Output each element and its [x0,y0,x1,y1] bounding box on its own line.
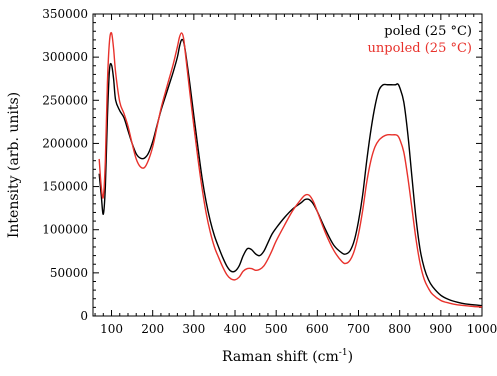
x-axis-label-close: ) [348,349,353,365]
x-tick-label: 300 [182,322,205,336]
x-tick-label: 400 [224,322,247,336]
legend-entry-1: unpoled (25 °C) [368,41,472,56]
x-tick-label: 600 [306,322,329,336]
y-tick-label: 0 [80,309,88,323]
y-tick-label: 50000 [50,266,88,280]
y-tick-label: 100000 [42,223,88,237]
x-axis-label: Raman shift (cm-1) [222,348,353,365]
axis-ticks: 100 200 300 400 500 600 700 800 900 1000 0 50000 100… [42,7,497,336]
y-tick-label: 200000 [42,136,88,150]
series-line-1 [98,31,483,308]
y-tick-label: 150000 [42,180,88,194]
plot-area-frame [92,13,483,317]
x-tick-label: 900 [429,322,452,336]
series-lines [98,31,483,308]
y-axis-label: Intensity (arb. units) [6,92,22,238]
y-tick-label: 250000 [42,93,88,107]
legend: poled (25 °C) unpoled (25 °C) [368,24,472,56]
x-tick-label: 700 [347,322,370,336]
x-tick-label: 200 [141,322,164,336]
x-tick-label: 500 [265,322,288,336]
x-tick-label: 1000 [467,322,497,336]
x-tick-label: 800 [388,322,411,336]
x-axis-label-superscript: -1 [339,348,348,358]
series-line-0 [98,38,483,307]
legend-entry-0: poled (25 °C) [384,24,472,39]
x-tick-label: 100 [100,322,123,336]
y-tick-label: 350000 [42,7,88,21]
y-tick-label: 300000 [42,50,88,64]
